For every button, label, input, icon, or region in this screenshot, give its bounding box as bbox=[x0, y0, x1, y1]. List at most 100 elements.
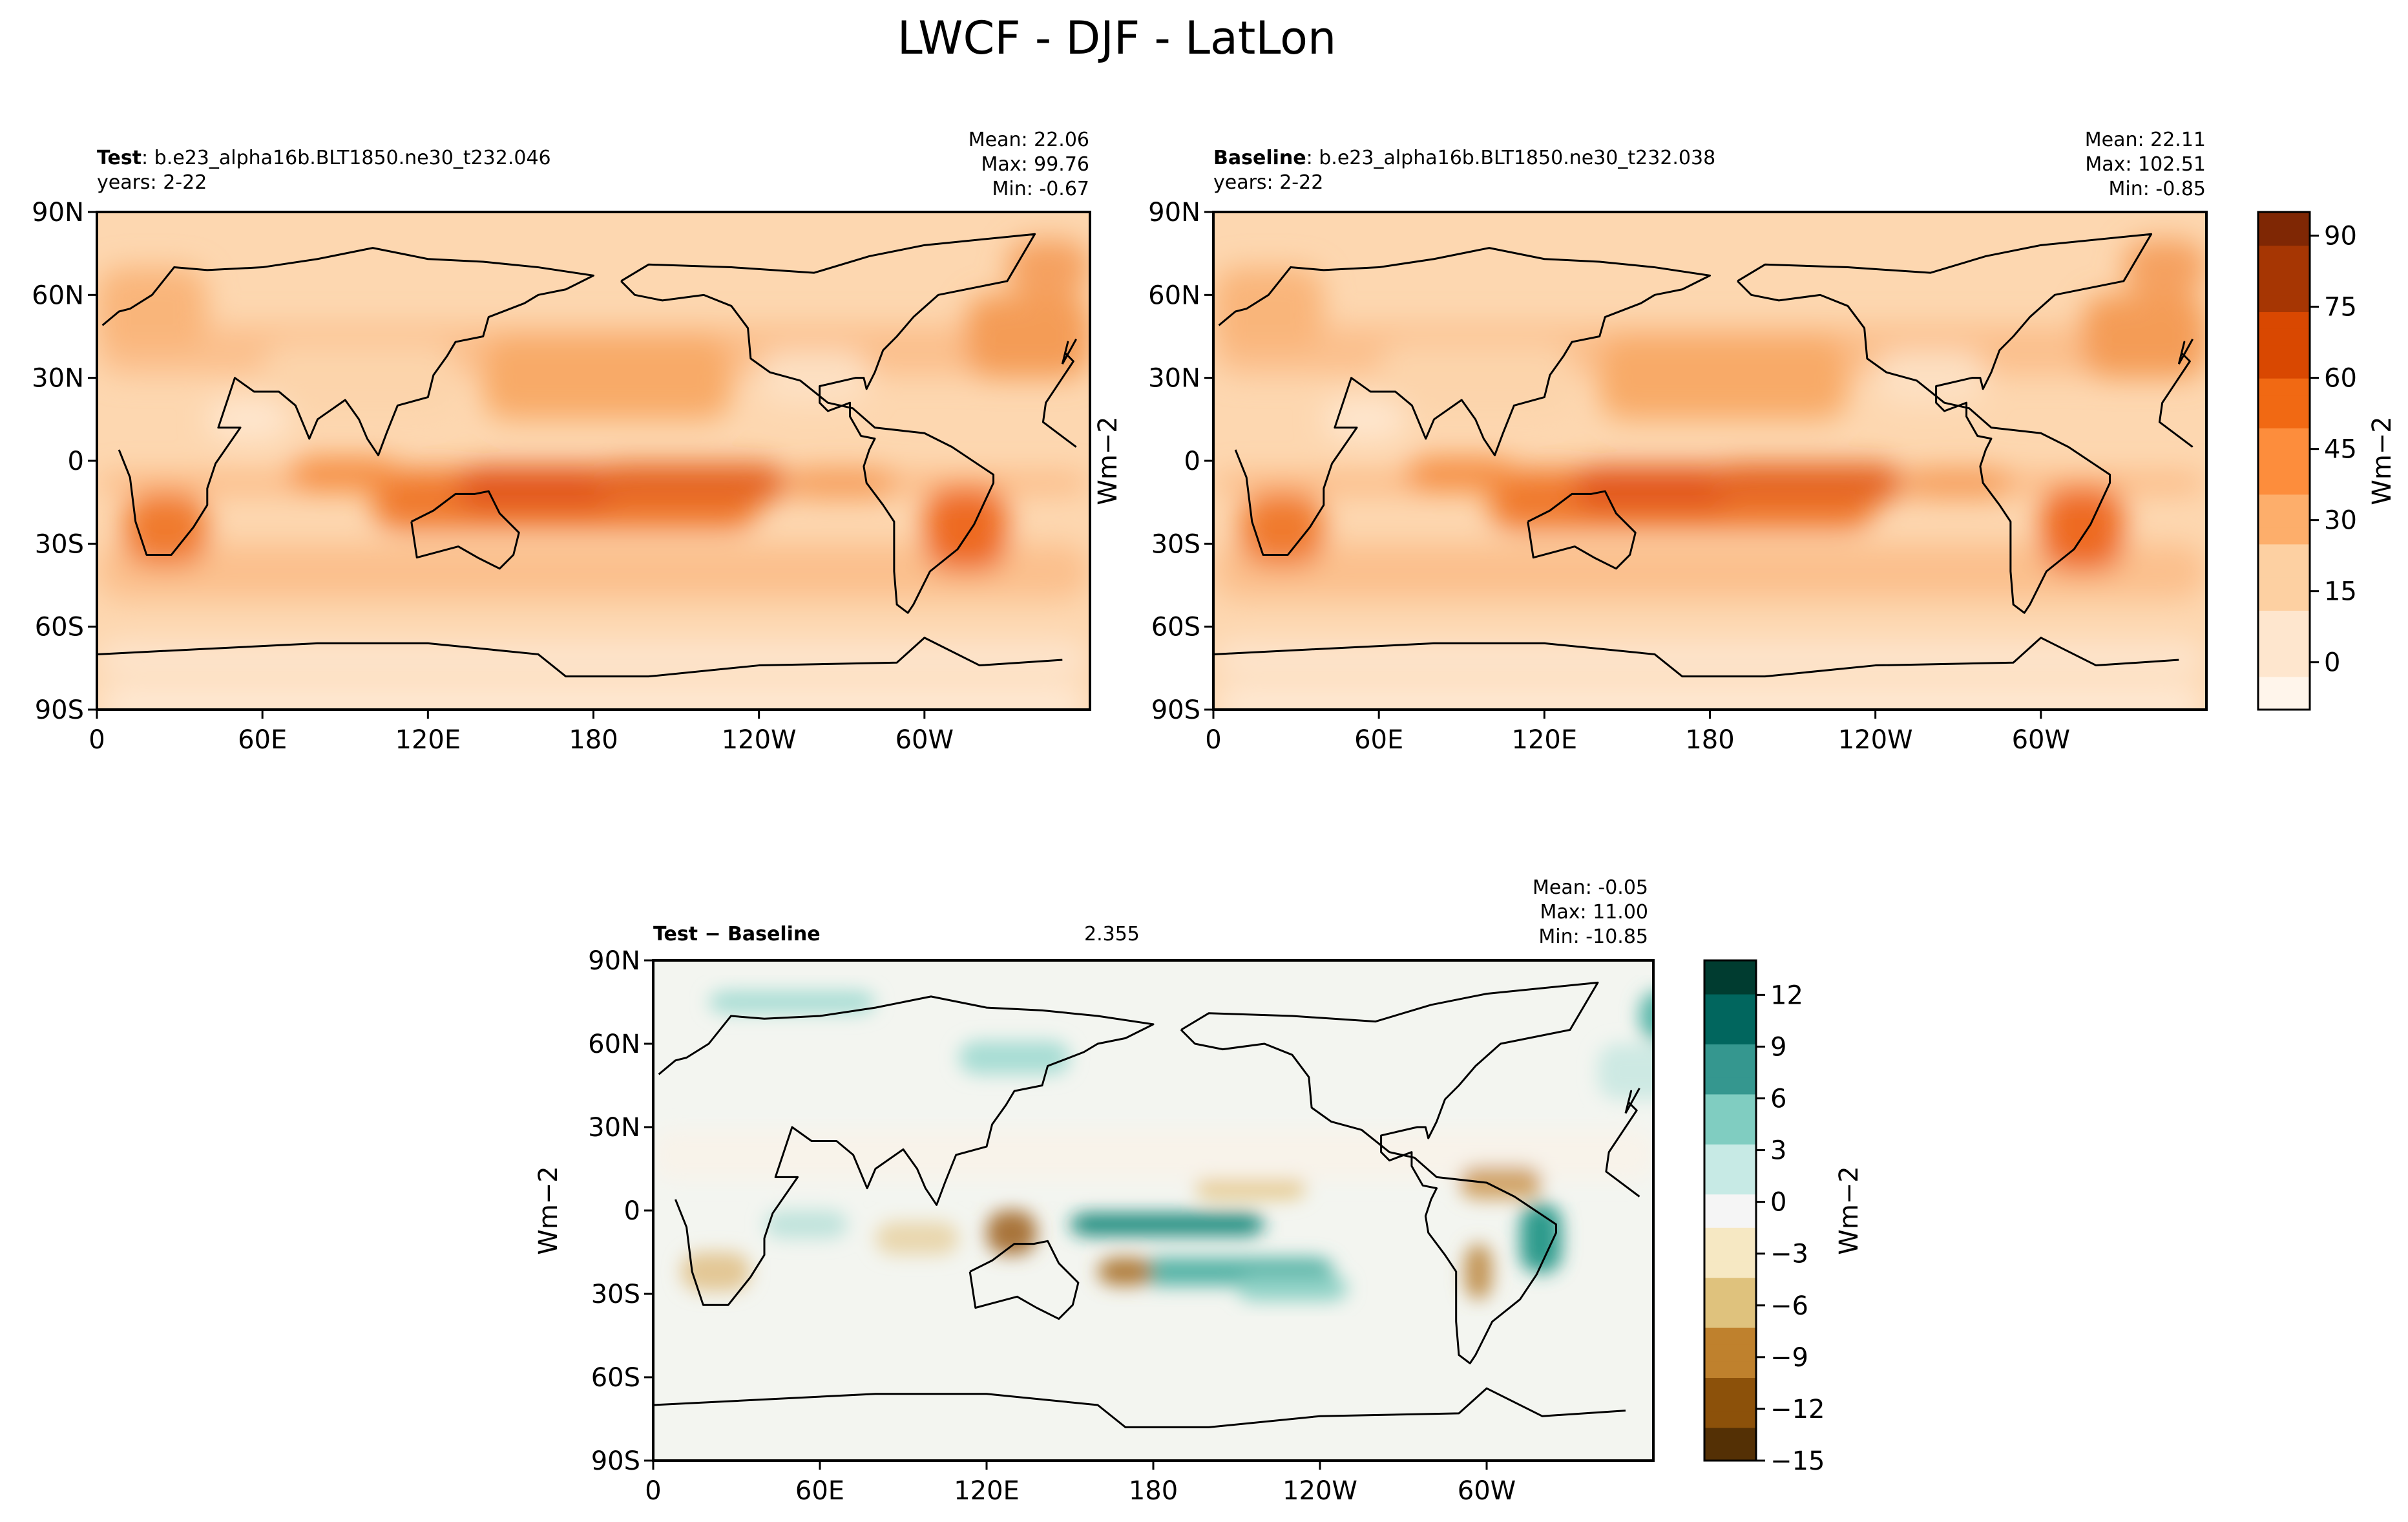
test-blob bbox=[759, 350, 870, 406]
difference-colorbar-segment bbox=[1704, 1194, 1756, 1211]
difference-colorbar-segment bbox=[1704, 1210, 1756, 1228]
test-coastline bbox=[1042, 341, 1077, 448]
absolute-colorbar-segment bbox=[2258, 344, 2310, 362]
difference-colorbar-segment bbox=[1704, 1410, 1756, 1428]
difference-colorbar-segment bbox=[1704, 1110, 1756, 1128]
difference-colorbar-segment bbox=[1704, 960, 1756, 978]
diff-blob bbox=[681, 1252, 751, 1291]
difference-colorbar-tick-label: 6 bbox=[1770, 1084, 1786, 1114]
test-xtick-label: 0 bbox=[89, 725, 105, 755]
test-coastlines bbox=[97, 233, 1077, 678]
difference-colorbar-tick-label: −9 bbox=[1770, 1343, 1808, 1373]
test-ytick-label: 90N bbox=[32, 198, 84, 227]
difference-colorbar-segment bbox=[1704, 977, 1756, 995]
absolute-colorbar-segment bbox=[2258, 560, 2310, 578]
test-xtick-label: 60E bbox=[238, 725, 287, 755]
baseline-xtick-label: 180 bbox=[1685, 725, 1734, 755]
difference-colorbar-frame bbox=[1703, 959, 1757, 1462]
test-xtick-label: 60W bbox=[895, 725, 954, 755]
test-ytick-label: 0 bbox=[68, 447, 84, 476]
difference-colorbar-segment bbox=[1704, 1127, 1756, 1145]
test-blob bbox=[207, 398, 290, 440]
difference-colorbar-segment bbox=[1704, 1060, 1756, 1078]
difference-colorbar-tick-label: −3 bbox=[1770, 1240, 1808, 1269]
absolute-colorbar-tick-label: 15 bbox=[2324, 577, 2357, 607]
diff-blob bbox=[959, 1041, 1070, 1075]
diff-ytick-label: 60S bbox=[591, 1363, 640, 1393]
difference-colorbar: 12 9 6 3 0 −3 −6 −9 −12 −15 Wm−2 bbox=[1703, 959, 1864, 1476]
test-ytick-label: 60S bbox=[35, 613, 84, 642]
diff-ytick-label: 90S bbox=[591, 1446, 640, 1476]
absolute-colorbar-tick-label: 30 bbox=[2324, 506, 2357, 536]
baseline-years-label: years: 2-22 bbox=[1213, 171, 1324, 194]
test-blob bbox=[924, 488, 1007, 572]
absolute-colorbar-frame bbox=[2257, 211, 2311, 711]
test-coastline bbox=[97, 637, 1063, 678]
test-blob bbox=[289, 458, 401, 492]
test-stat-mean: Mean: 22.06 bbox=[968, 129, 1089, 151]
difference-colorbar-segment bbox=[1704, 1243, 1756, 1262]
test-blob bbox=[483, 336, 731, 419]
difference-colorbar-segment bbox=[1704, 1010, 1756, 1028]
baseline-ytick-label: 60N bbox=[1148, 280, 1200, 310]
absolute-colorbar: 90 75 60 45 30 15 0 Wm−2 bbox=[2257, 211, 2397, 711]
diff-ylabel: Wm−2 bbox=[534, 1166, 563, 1254]
diff-blob bbox=[1639, 991, 1653, 1041]
difference-colorbar-segment bbox=[1704, 1327, 1756, 1345]
difference-colorbar-segment bbox=[1704, 1277, 1756, 1295]
diff-ytick-label: 30S bbox=[591, 1280, 640, 1309]
difference-colorbar-segment bbox=[1704, 1377, 1756, 1395]
diff-rmse: 2.355 bbox=[1084, 923, 1140, 946]
absolute-colorbar-segment bbox=[2258, 278, 2310, 296]
baseline-coastline bbox=[1213, 637, 2179, 678]
difference-colorbar-segment bbox=[1704, 1177, 1756, 1195]
diff-blob bbox=[764, 1210, 848, 1238]
diff-stats: Mean: -0.05 Max: 11.00 Min: -10.85 bbox=[1533, 876, 1648, 949]
diff-blob bbox=[1598, 1044, 1653, 1099]
diff-coastline bbox=[1180, 981, 1599, 1364]
absolute-colorbar-segment bbox=[2258, 228, 2310, 246]
test-blob bbox=[97, 267, 207, 350]
absolute-colorbar-segment bbox=[2258, 660, 2310, 677]
difference-colorbar-segment bbox=[1704, 1427, 1756, 1445]
test-ytick-label: 90S bbox=[35, 695, 84, 725]
diff-xtick-label: 180 bbox=[1129, 1476, 1178, 1506]
absolute-colorbar-segment bbox=[2258, 676, 2310, 694]
absolute-colorbar-segment bbox=[2258, 576, 2310, 595]
test-blob bbox=[965, 295, 1090, 378]
diff-xtick-label: 60E bbox=[795, 1476, 844, 1506]
test-blobs bbox=[97, 239, 1090, 710]
diff-coastlines bbox=[653, 981, 1640, 1428]
absolute-colorbar-tick-label: 0 bbox=[2324, 648, 2340, 678]
difference-colorbar-segment bbox=[1704, 1044, 1756, 1061]
baseline-ytick-label: 60S bbox=[1151, 613, 1200, 642]
absolute-colorbar-segment bbox=[2258, 361, 2310, 379]
baseline-stat-mean: Mean: 22.11 bbox=[2084, 129, 2206, 151]
absolute-colorbar-tick-label: 90 bbox=[2324, 222, 2357, 251]
shared-ylabel: Wm−2 bbox=[1093, 416, 1123, 505]
diff-coastline bbox=[1605, 1090, 1640, 1198]
test-label-rest: : b.e23_alpha16b.BLT1850.ne30_t232.046 bbox=[141, 147, 551, 169]
baseline-blob bbox=[2040, 488, 2124, 572]
absolute-colorbar-segment bbox=[2258, 610, 2310, 628]
difference-colorbar-segment bbox=[1704, 1094, 1756, 1112]
difference-colorbar-tick-label: 12 bbox=[1770, 980, 1803, 1010]
absolute-colorbar-segment bbox=[2258, 295, 2310, 312]
absolute-colorbar-segment bbox=[2258, 626, 2310, 644]
diff-ytick-label: 0 bbox=[624, 1196, 640, 1226]
absolute-colorbar-segment bbox=[2258, 643, 2310, 661]
absolute-colorbar-segment bbox=[2258, 312, 2310, 329]
test-blob bbox=[97, 544, 1090, 599]
diff-blob bbox=[1464, 1243, 1492, 1300]
test-stats: Mean: 22.06 Max: 99.76 Min: -0.67 bbox=[968, 128, 1089, 202]
diff-stat-min: Min: -10.85 bbox=[1538, 925, 1648, 948]
diff-field bbox=[653, 960, 1653, 1461]
diff-blob bbox=[1237, 1276, 1348, 1301]
baseline-coastline bbox=[2158, 341, 2193, 448]
baseline-coastlines bbox=[1213, 233, 2193, 678]
absolute-colorbar-segment bbox=[2258, 511, 2310, 528]
difference-colorbar-segment bbox=[1704, 1227, 1756, 1245]
test-ytick-label: 30S bbox=[35, 529, 84, 559]
difference-colorbar-tick-label: −12 bbox=[1770, 1395, 1825, 1424]
difference-colorbar-segment bbox=[1704, 1260, 1756, 1278]
